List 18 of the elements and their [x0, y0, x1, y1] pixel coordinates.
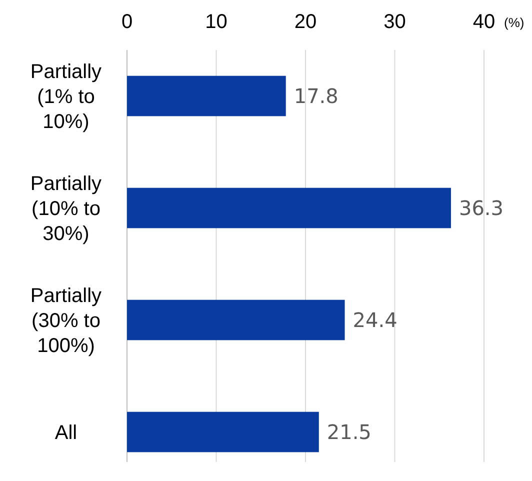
data-label: 24.4	[352, 308, 398, 332]
data-label: 36.3	[458, 196, 504, 220]
x-tick-label: 30	[384, 11, 406, 33]
bar	[127, 76, 286, 116]
y-tick-label: Partially (30% to 100%)	[30, 285, 102, 357]
x-tick-label: 0	[121, 11, 133, 33]
data-label: 17.8	[294, 84, 338, 108]
bar	[127, 412, 319, 452]
bar	[127, 188, 451, 228]
y-tick-label: Partially (1% to 10%)	[30, 61, 102, 133]
y-tick-label: All	[54, 422, 78, 444]
data-label: 21.5	[326, 420, 372, 444]
x-tick-label: 10	[205, 11, 228, 33]
x-tick-label: 40	[472, 11, 496, 33]
x-tick-label: 20	[294, 11, 317, 33]
x-axis-title: (%)	[504, 15, 524, 30]
bar	[127, 300, 345, 340]
y-tick-label: Partially (10% to 30%)	[30, 173, 102, 245]
